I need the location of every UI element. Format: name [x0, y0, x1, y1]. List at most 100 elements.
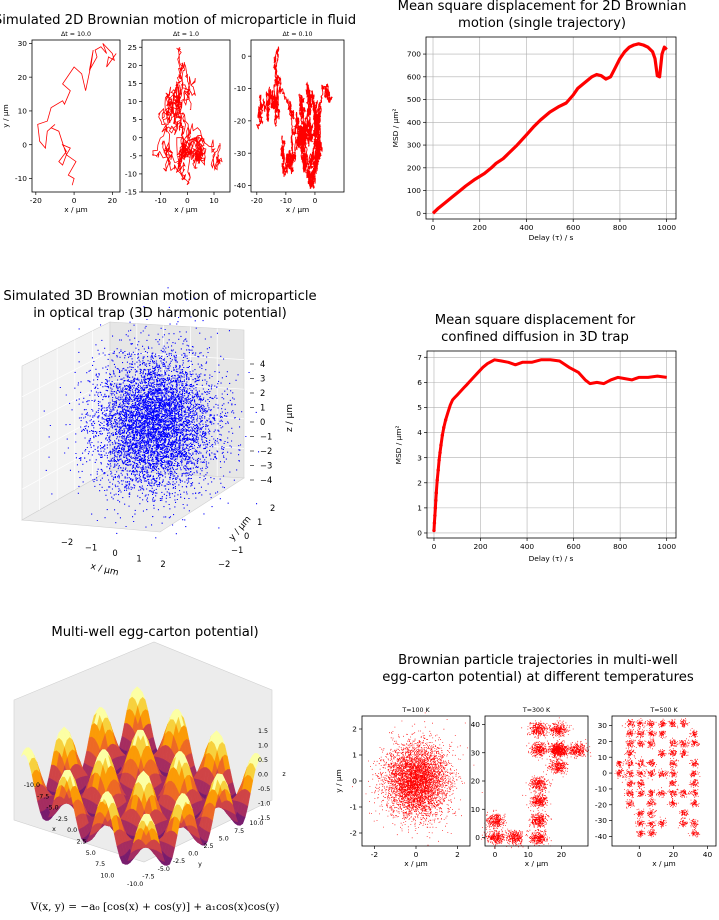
- x-tick-label: 0: [185, 196, 190, 205]
- x-tick-label: 20: [557, 850, 567, 859]
- y-tick-label: 5: [132, 115, 137, 124]
- y-tick-label: 2: [417, 478, 422, 487]
- x-tick-label: 1000: [657, 223, 676, 232]
- grid-line: [21, 410, 111, 459]
- y-tick-label: 7.5: [234, 828, 244, 835]
- axes-frame: [426, 350, 677, 539]
- y-tick-label: 30: [471, 748, 481, 757]
- panel-subtitle: Δt = 10.0: [61, 31, 91, 38]
- y-tick-label: 40: [471, 720, 481, 729]
- y-tick-label: 200: [407, 163, 421, 172]
- msd-point: [435, 478, 439, 482]
- y-tick-label: 10: [18, 107, 28, 116]
- x-tick-label: 0: [112, 548, 117, 558]
- x-axis-label: Delay (τ) / s: [529, 233, 574, 242]
- panel-bm2d-2: -20 -10 0 -40 -30 -20 -10 0 Δt = 0.10 x / μm: [234, 31, 345, 214]
- msd-point: [442, 425, 446, 430]
- y-tick-label: -40: [595, 832, 607, 841]
- msd-point: [439, 443, 443, 447]
- y-axis-label: y / μm: [1, 104, 10, 127]
- y-tick-label: −2: [218, 559, 230, 569]
- z-tick-label: 0: [260, 417, 265, 427]
- trajectory-points-1: [481, 717, 592, 849]
- x-tick-label: -2: [371, 850, 378, 859]
- panel-eggtraj-0: -2 0 2 -2 -1 0 1 2 T=100 K x / μm y / μm: [334, 707, 483, 868]
- pane-floor: [21, 469, 245, 533]
- y-tick-label: 2.5: [204, 843, 214, 850]
- z-tick-label: −3: [260, 461, 272, 471]
- y-tick-label: 0: [132, 133, 137, 142]
- y-tick-label: 20: [18, 73, 28, 82]
- x-tick-label: 0: [72, 196, 77, 205]
- panel-subtitle: T=500 K: [649, 707, 678, 714]
- x-tick-label: 600: [567, 542, 581, 551]
- msd-point: [438, 450, 442, 455]
- y-tick-label: 0: [602, 769, 607, 778]
- z-tick-label: 0.0: [258, 772, 268, 779]
- z-tick-label: -0.5: [258, 786, 270, 793]
- y-axis-label: y / μm: [334, 769, 343, 792]
- y-axis-label: MSD / μm²: [391, 109, 400, 148]
- x-tick-label: 10: [523, 850, 533, 859]
- y-tick-label: -2.5: [173, 858, 185, 865]
- x-tick-label: 800: [613, 223, 627, 232]
- y-tick-label: 2: [270, 503, 275, 513]
- y-tick-label: 0.0: [188, 851, 198, 858]
- y-tick-label: 300: [407, 141, 421, 150]
- y-tick-label: 10: [128, 97, 138, 106]
- x-tick-label: 2: [455, 850, 460, 859]
- x-tick-label: 20: [108, 196, 118, 205]
- y-tick-label: -2: [350, 829, 357, 838]
- chart-title-eggcarton: Multi-well egg-carton potential): [51, 625, 258, 640]
- y-tick-label: -10.0: [127, 881, 143, 888]
- z-axis-label: z: [282, 771, 286, 778]
- trajectory-line-1: [151, 47, 223, 186]
- x-tick-label: 20: [669, 850, 679, 859]
- y-tick-label: 15: [128, 79, 138, 88]
- y-tick-label: 4: [417, 428, 422, 437]
- msd-point: [432, 521, 437, 525]
- x-axis-label: x / μm: [64, 205, 87, 214]
- x-tick-label: 10: [209, 196, 219, 205]
- y-tick-label: -20: [234, 116, 246, 125]
- surface-cell: [144, 814, 150, 828]
- y-axis-label: y / μm: [227, 515, 253, 543]
- chart-bm2d: -20 0 20 -10 0 10 20 30 Δt = 10.0 x / μm y / μm -10…: [1, 31, 345, 214]
- x-tick-label: 200: [473, 223, 487, 232]
- z-tick-label: −2: [260, 446, 272, 456]
- panel-subtitle: Δt = 1.0: [173, 31, 199, 38]
- x-tick-label: 0: [414, 850, 419, 859]
- axes-frame: [425, 36, 677, 220]
- y-tick-label: 0: [475, 833, 480, 842]
- x-tick-label: 400: [520, 542, 534, 551]
- z-tick-label: 4: [260, 359, 265, 369]
- x-tick-label: 600: [566, 223, 580, 232]
- axes-frame: [141, 39, 231, 193]
- x-tick-label: −1: [85, 543, 97, 553]
- trajectory-points-0: [352, 712, 483, 846]
- y-tick-label: 10: [598, 753, 608, 762]
- z-tick-label: 1.5: [258, 728, 268, 735]
- x-tick-label: -10: [155, 196, 167, 205]
- trajectory-line-0: [37, 43, 117, 186]
- y-tick-label: 3: [417, 453, 422, 462]
- scatter-points: [43, 287, 260, 539]
- y-tick-label: 10.0: [249, 820, 263, 827]
- msd-point: [437, 458, 441, 462]
- chart-title-bm3d-line2: in optical trap (3D harmonic potential): [33, 306, 287, 321]
- x-tick-label: 400: [519, 223, 533, 232]
- x-tick-label: −2: [61, 537, 73, 547]
- y-tick-label: 100: [407, 186, 421, 195]
- y-tick-label: 5: [417, 403, 422, 412]
- chart-title-bm3d-line1: Simulated 3D Brownian motion of micropar…: [3, 289, 316, 304]
- chart-title-bm2d: Simulated 2D Brownian motion of micropar…: [0, 13, 356, 28]
- chart-title-msd3d-line2: confined diffusion in 3D trap: [441, 330, 629, 345]
- z-tick-label: 1: [260, 403, 265, 413]
- x-tick-label: 0: [637, 850, 642, 859]
- z-tick-label: −1: [260, 432, 272, 442]
- x-tick-label: 1000: [657, 542, 676, 551]
- y-tick-label: 30: [598, 721, 608, 730]
- y-tick-label: 500: [407, 95, 421, 104]
